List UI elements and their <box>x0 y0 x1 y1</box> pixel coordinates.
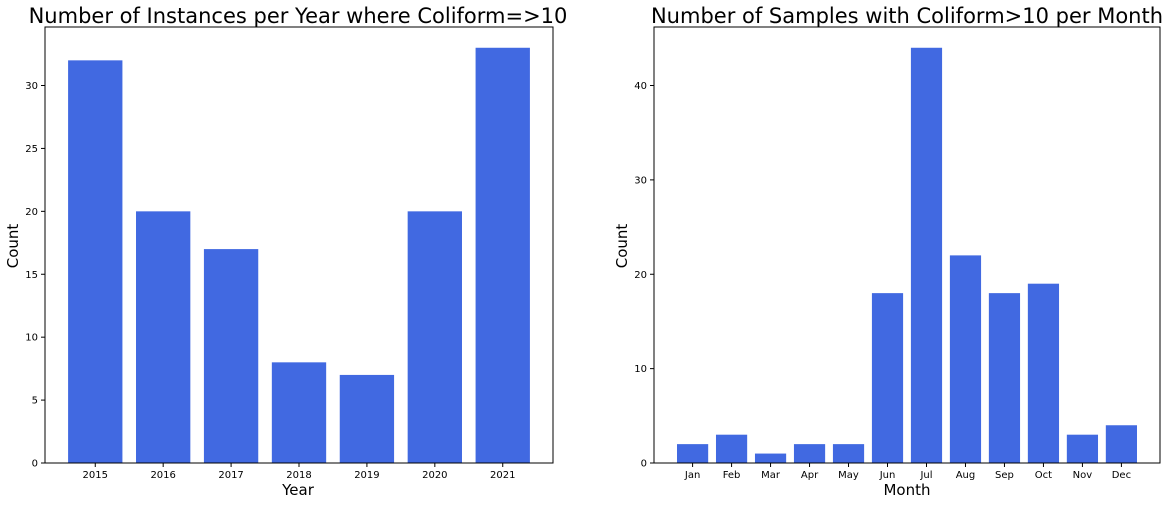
chart-left-xtick-label: 2017 <box>218 470 243 481</box>
chart-right-xlabel: Month <box>883 481 930 499</box>
chart-left-bar-2018 <box>271 362 327 463</box>
chart-left-xticks: 2015 2016 2017 2018 2019 2020 2021 <box>83 463 515 481</box>
chart-left-bar-2016 <box>136 211 191 463</box>
chart-left-xtick-label: 2015 <box>83 470 108 481</box>
chart-right-bar-oct <box>1027 283 1060 463</box>
chart-right-ytick-label: 40 <box>634 81 647 92</box>
chart-left-xtick-label: 2018 <box>286 470 311 481</box>
chart-left-xtick-label: 2021 <box>490 470 515 481</box>
chart-left-xtick-label: 2019 <box>354 470 379 481</box>
chart-left-bar-2017 <box>203 249 259 463</box>
chart-right-xtick-label: Feb <box>723 470 741 481</box>
chart-right-ytick-label: 20 <box>634 270 647 281</box>
chart-right-frame <box>653 26 1161 464</box>
chart-right-bar-dec <box>1105 425 1137 463</box>
chart-right-bar-feb <box>715 434 748 463</box>
chart-left-ytick-label: 20 <box>25 207 38 218</box>
chart-right-xtick-label: Apr <box>801 470 819 481</box>
chart-right-ylabel: Count <box>613 224 631 269</box>
chart-right-ytick-label: 10 <box>634 364 647 375</box>
chart-right-xtick-label: Jun <box>879 470 896 481</box>
chart-left-ytick-label: 5 <box>32 396 38 407</box>
chart-right-ytick-label: 0 <box>641 459 647 470</box>
chart-left-ytick-label: 10 <box>25 333 38 344</box>
chart-left-title: Number of Instances per Year where Colif… <box>29 4 568 28</box>
chart-right-bar-nov <box>1066 434 1099 463</box>
chart-right-xtick-label: Oct <box>1035 470 1052 481</box>
chart-left-bar-2021 <box>475 47 530 464</box>
chart-left-xtick-label: 2020 <box>422 470 447 481</box>
chart-right-bar-jun <box>871 293 904 463</box>
chart-right-yticks: 0 10 20 30 40 <box>634 81 654 470</box>
chart-right-xtick-label: May <box>838 470 859 481</box>
chart-left-bar-2015 <box>68 60 123 463</box>
chart-left-frame <box>44 26 554 464</box>
chart-left: Number of Instances per Year where Colif… <box>4 4 567 499</box>
chart-right-xtick-label: Jul <box>919 470 932 481</box>
chart-left-xtick-label: 2016 <box>150 470 175 481</box>
chart-right-ytick-label: 30 <box>634 175 647 186</box>
chart-right-xtick-label: Jan <box>684 470 700 481</box>
chart-right: Number of Samples with Coliform>10 per M… <box>613 4 1163 499</box>
chart-right-xtick-label: Dec <box>1112 470 1131 481</box>
chart-right-title: Number of Samples with Coliform>10 per M… <box>651 4 1163 28</box>
chart-left-yticks: 0 5 10 15 20 25 30 <box>25 81 45 470</box>
chart-right-bar-jan <box>677 444 709 463</box>
chart-right-bars <box>677 47 1137 464</box>
chart-right-xticks: Jan Feb Mar Apr May Jun Jul Aug Sep Oct Nov Dec <box>684 463 1131 481</box>
chart-left-ytick-label: 30 <box>25 81 38 92</box>
chart-right-bar-mar <box>754 453 787 463</box>
chart-left-bars <box>68 47 530 464</box>
chart-left-bar-2019 <box>339 374 395 463</box>
chart-right-xtick-label: Mar <box>761 470 781 481</box>
chart-right-bar-aug <box>949 255 982 463</box>
chart-right-bar-apr <box>793 444 826 463</box>
chart-right-bar-may <box>832 444 865 463</box>
chart-right-xtick-label: Sep <box>995 470 1014 481</box>
chart-left-ytick-label: 25 <box>25 144 38 155</box>
chart-right-bar-jul <box>910 47 943 464</box>
chart-left-xlabel: Year <box>281 481 315 499</box>
chart-left-ytick-label: 15 <box>25 270 38 281</box>
chart-right-bar-sep <box>988 293 1021 463</box>
chart-right-xtick-label: Aug <box>956 470 976 481</box>
chart-left-ylabel: Count <box>4 224 22 269</box>
chart-left-bar-2020 <box>407 211 462 463</box>
chart-right-xtick-label: Nov <box>1073 470 1093 481</box>
chart-left-ytick-label: 0 <box>32 459 38 470</box>
